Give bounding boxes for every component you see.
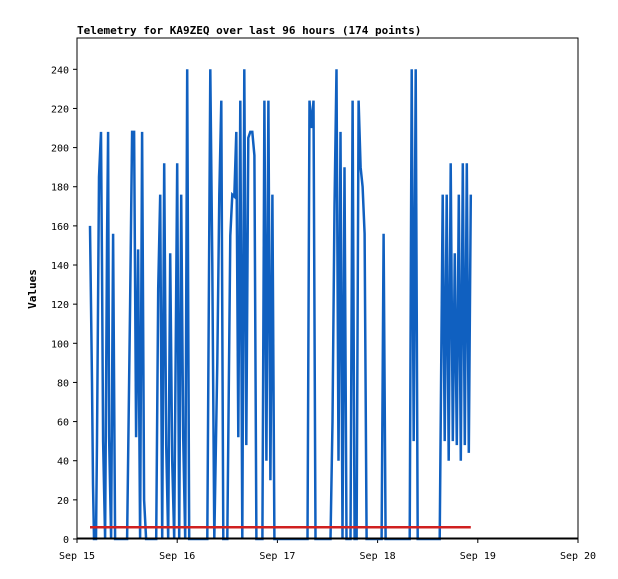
x-axis-ticks: Sep 15 Sep 16 Sep 17 Sep 18 Sep 19 Sep 20	[59, 539, 596, 562]
y-tick-label: 20	[57, 496, 69, 507]
x-tick-label: Sep 16	[159, 551, 195, 562]
x-tick-label: Sep 20	[560, 551, 596, 562]
y-tick-label: 240	[51, 65, 69, 76]
x-tick-label: Sep 15	[59, 551, 95, 562]
x-tick-label: Sep 19	[460, 551, 496, 562]
y-tick-label: 80	[57, 378, 69, 389]
y-tick-label: 60	[57, 418, 69, 429]
y-tick-label: 180	[51, 183, 69, 194]
x-tick-label: Sep 17	[259, 551, 295, 562]
y-tick-label: 0	[63, 535, 69, 546]
y-tick-label: 160	[51, 222, 69, 233]
plot-area	[76, 37, 579, 540]
y-tick-label: 40	[57, 457, 69, 468]
x-tick-label: Sep 18	[360, 551, 396, 562]
y-tick-label: 120	[51, 300, 69, 311]
y-tick-label: 100	[51, 339, 69, 350]
y-axis-ticks: 0 20 40 60 80 100 120 140 160 180 200 220 240	[51, 65, 77, 546]
y-tick-label: 140	[51, 261, 69, 272]
y-tick-label: 220	[51, 104, 69, 115]
chart-title: Telemetry for KA9ZEQ over last 96 hours …	[77, 24, 421, 37]
y-tick-label: 200	[51, 144, 69, 155]
y-axis-label: Values	[26, 269, 39, 309]
